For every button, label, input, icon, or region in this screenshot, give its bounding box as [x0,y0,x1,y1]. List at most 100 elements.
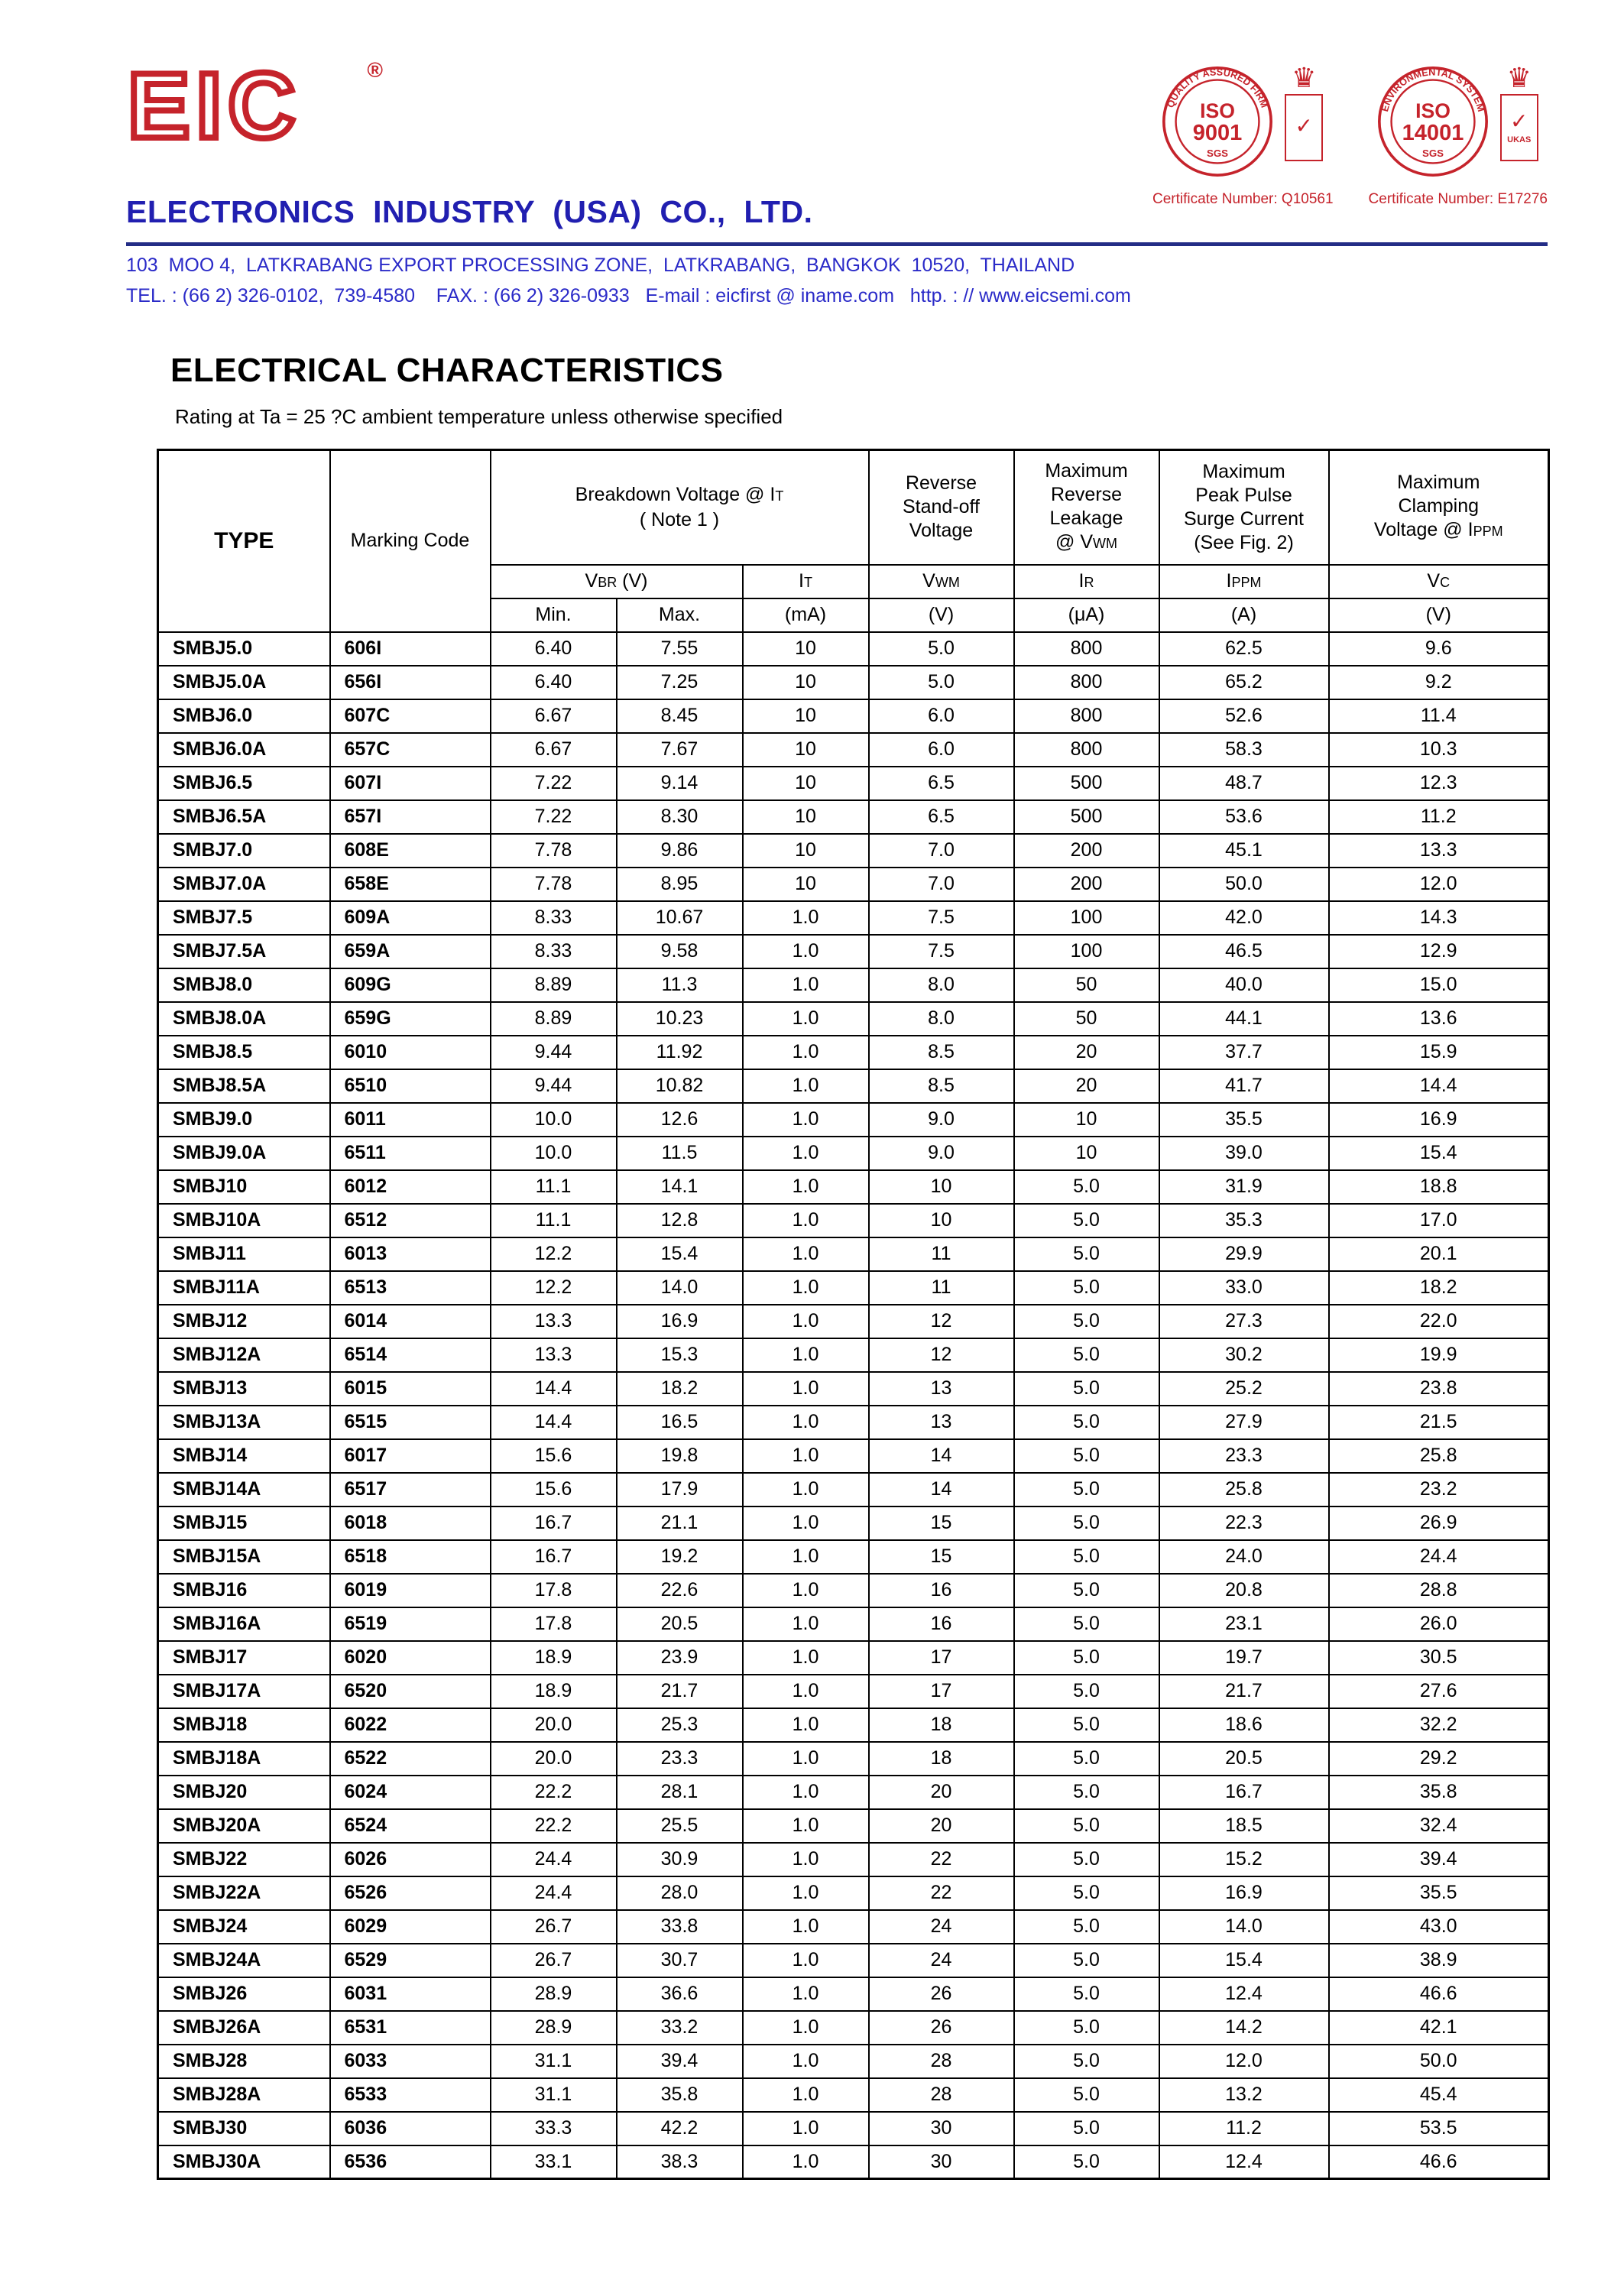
cell-vwm: 24 [867,1942,1015,1978]
cell-vc: 17.0 [1327,1202,1550,1238]
table-row: SMBJ24 6029 26.7 33.8 1.0 24 5.0 14.0 43.0 [157,1909,1550,1944]
table-row: SMBJ30 6036 33.3 42.2 1.0 30 5.0 11.2 53.5 [157,2110,1550,2146]
cell-vwm: 6.5 [867,765,1015,801]
table-row: SMBJ16A 6519 17.8 20.5 1.0 16 5.0 23.1 26.0 [157,1606,1550,1642]
cell-vbr-min: 31.1 [489,2077,618,2113]
cell-vc: 16.9 [1327,1101,1550,1137]
table-row: SMBJ5.0 606I 6.40 7.55 10 5.0 800 62.5 9.6 [157,631,1550,666]
table-row: SMBJ10A 6512 11.1 12.8 1.0 10 5.0 35.3 17.0 [157,1202,1550,1238]
cell-vbr-max: 39.4 [615,2043,744,2079]
cell-vbr-min: 14.4 [489,1370,618,1406]
cell-vbr-min: 22.2 [489,1808,618,1844]
cell-marking-code: 608E [329,832,491,868]
cell-vc: 24.4 [1327,1539,1550,1575]
table-row: SMBJ8.5A 6510 9.44 10.82 1.0 8.5 20 41.7 14.4 [157,1068,1550,1104]
crown-icon: ♛ [1292,62,1317,93]
cell-vbr-min: 8.33 [489,933,618,969]
cell-type: SMBJ30A [157,2144,331,2180]
symbol-vwm: VWM [867,563,1015,599]
cell-vbr-min: 7.22 [489,765,618,801]
cell-vbr-min: 16.7 [489,1539,618,1575]
cell-vwm: 12 [867,1337,1015,1373]
table-row: SMBJ6.0A 657C 6.67 7.67 10 6.0 800 58.3 10.3 [157,731,1550,767]
cell-vwm: 28 [867,2043,1015,2079]
cell-vc: 15.4 [1327,1135,1550,1171]
cell-ir: 5.0 [1013,1505,1160,1541]
cell-vbr-min: 17.8 [489,1606,618,1642]
cell-vbr-min: 12.2 [489,1270,618,1305]
cell-ir: 5.0 [1013,2077,1160,2113]
cell-type: SMBJ11A [157,1270,331,1305]
cell-vc: 35.8 [1327,1774,1550,1810]
cell-marking-code: 6536 [329,2144,491,2180]
cell-vwm: 30 [867,2110,1015,2146]
cell-type: SMBJ6.0 [157,698,331,734]
table-row: SMBJ7.0A 658E 7.78 8.95 10 7.0 200 50.0 12.0 [157,866,1550,902]
header-line: ( Note 1 ) [639,508,720,530]
cell-vc: 43.0 [1327,1909,1550,1944]
cell-vc: 30.5 [1327,1639,1550,1675]
cell-it: 10 [741,832,870,868]
col-header-reverse-leakage: Maximum Reverse Leakage @ VWM [1013,449,1160,566]
cell-vc: 15.0 [1327,967,1550,1003]
cell-it: 10 [741,631,870,666]
cell-marking-code: 609A [329,900,491,936]
cell-marking-code: 6026 [329,1841,491,1877]
letterhead: EIC ® ELECTRONICS INDUSTRY (USA) CO., LT… [125,50,1548,230]
cell-it: 1.0 [741,1707,870,1743]
col-header-marking-code: Marking Code [329,449,491,633]
cell-vwm: 22 [867,1875,1015,1911]
cell-vc: 11.4 [1327,698,1550,734]
cell-vbr-max: 10.67 [615,900,744,936]
cell-vbr-max: 28.0 [615,1875,744,1911]
certification-badges: QUALITY ASSURED FIRM ISO 9001 SGS ♛ ✓ [1152,61,1548,208]
cell-ippm: 35.3 [1158,1202,1330,1238]
certificate-number-2: Certificate Number: E17276 [1368,191,1548,207]
cell-vbr-max: 15.3 [615,1337,744,1373]
cell-vc: 45.4 [1327,2077,1550,2113]
cell-vbr-min: 10.0 [489,1101,618,1137]
table-row: SMBJ7.5A 659A 8.33 9.58 1.0 7.5 100 46.5 12.9 [157,933,1550,969]
cell-type: SMBJ28A [157,2077,331,2113]
cell-it: 1.0 [741,1740,870,1776]
cell-marking-code: 6533 [329,2077,491,2113]
cell-ir: 5.0 [1013,1303,1160,1339]
cell-marking-code: 6518 [329,1539,491,1575]
cell-vwm: 26 [867,2009,1015,2045]
cell-vc: 14.3 [1327,900,1550,936]
table-row: SMBJ18A 6522 20.0 23.3 1.0 18 5.0 20.5 29.2 [157,1740,1550,1776]
cell-type: SMBJ20A [157,1808,331,1844]
cell-marking-code: 6031 [329,1976,491,2012]
cell-ippm: 23.3 [1158,1438,1330,1474]
cell-vwm: 14 [867,1471,1015,1507]
cell-vbr-min: 12.2 [489,1236,618,1272]
cell-vc: 32.2 [1327,1707,1550,1743]
cell-ippm: 50.0 [1158,866,1330,902]
table-row: SMBJ10 6012 11.1 14.1 1.0 10 5.0 31.9 18.8 [157,1169,1550,1205]
cell-vc: 32.4 [1327,1808,1550,1844]
iso-9001-badge-group: QUALITY ASSURED FIRM ISO 9001 SGS ♛ ✓ [1152,64,1334,208]
table-row: SMBJ28 6033 31.1 39.4 1.0 28 5.0 12.0 50.0 [157,2043,1550,2079]
cell-ippm: 13.2 [1158,2077,1330,2113]
cell-ippm: 12.4 [1158,1976,1330,2012]
cell-vbr-max: 35.8 [615,2077,744,2113]
cell-ir: 800 [1013,664,1160,700]
cell-it: 10 [741,664,870,700]
cell-vbr-max: 14.1 [615,1169,744,1205]
cell-type: SMBJ5.0A [157,664,331,700]
table-row: SMBJ5.0A 656I 6.40 7.25 10 5.0 800 65.2 9.2 [157,664,1550,700]
cell-vbr-min: 26.7 [489,1909,618,1944]
cell-vc: 23.8 [1327,1370,1550,1406]
cell-ir: 5.0 [1013,1270,1160,1305]
cell-ir: 5.0 [1013,1740,1160,1776]
cell-vbr-max: 20.5 [615,1606,744,1642]
certificate-number-1: Certificate Number: Q10561 [1152,191,1334,207]
cell-vbr-max: 16.5 [615,1404,744,1440]
table-row: SMBJ6.5 607I 7.22 9.14 10 6.5 500 48.7 12.3 [157,765,1550,801]
cell-marking-code: 6514 [329,1337,491,1373]
cell-vbr-min: 8.33 [489,900,618,936]
cell-marking-code: 6022 [329,1707,491,1743]
unit-vc: (V) [1327,597,1550,633]
cell-it: 1.0 [741,1471,870,1507]
cell-vc: 46.6 [1327,2144,1550,2180]
